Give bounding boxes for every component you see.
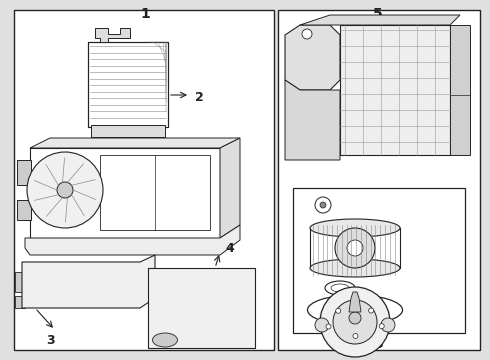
- Bar: [88, 42, 168, 127]
- Bar: [340, 25, 450, 155]
- Circle shape: [347, 240, 363, 256]
- Bar: [200, 275, 245, 310]
- Polygon shape: [30, 138, 240, 148]
- Bar: [85, 268, 140, 300]
- Polygon shape: [95, 28, 130, 42]
- Bar: [17, 200, 31, 220]
- Bar: [298, 28, 316, 40]
- Circle shape: [368, 308, 374, 313]
- Polygon shape: [285, 80, 340, 160]
- Ellipse shape: [331, 284, 349, 292]
- Bar: [293, 188, 465, 333]
- Bar: [28, 268, 83, 300]
- Circle shape: [315, 318, 329, 332]
- Text: 5: 5: [373, 7, 383, 21]
- Text: 3: 3: [46, 333, 54, 346]
- Circle shape: [333, 300, 377, 344]
- Bar: [88, 42, 168, 127]
- Circle shape: [335, 228, 375, 268]
- Bar: [30, 148, 220, 238]
- Bar: [278, 10, 480, 350]
- Bar: [100, 155, 210, 230]
- Polygon shape: [300, 15, 460, 25]
- Circle shape: [336, 308, 341, 313]
- Circle shape: [353, 333, 358, 338]
- Polygon shape: [349, 292, 361, 312]
- Bar: [91, 125, 165, 137]
- Ellipse shape: [152, 333, 177, 347]
- Bar: [17, 160, 31, 185]
- Polygon shape: [22, 255, 155, 308]
- Bar: [450, 25, 470, 155]
- Bar: [152, 318, 250, 340]
- Text: 1: 1: [140, 7, 150, 21]
- Bar: [15, 272, 25, 292]
- Ellipse shape: [325, 281, 355, 295]
- Circle shape: [320, 202, 326, 208]
- Polygon shape: [285, 25, 340, 90]
- Bar: [14, 10, 274, 350]
- Polygon shape: [220, 138, 240, 238]
- Polygon shape: [148, 268, 255, 348]
- Circle shape: [326, 324, 331, 329]
- Circle shape: [315, 197, 331, 213]
- Bar: [155, 275, 195, 310]
- Text: 4: 4: [225, 242, 234, 255]
- Circle shape: [320, 287, 390, 357]
- Polygon shape: [25, 225, 240, 255]
- Text: 2: 2: [195, 90, 204, 104]
- Circle shape: [349, 312, 361, 324]
- Text: 6: 6: [373, 337, 383, 351]
- Circle shape: [381, 318, 395, 332]
- Circle shape: [57, 182, 73, 198]
- Ellipse shape: [310, 219, 400, 237]
- Ellipse shape: [325, 302, 385, 318]
- Ellipse shape: [308, 295, 402, 325]
- Ellipse shape: [310, 259, 400, 277]
- Bar: [15, 296, 25, 308]
- Circle shape: [379, 324, 384, 329]
- Circle shape: [302, 29, 312, 39]
- Circle shape: [27, 152, 103, 228]
